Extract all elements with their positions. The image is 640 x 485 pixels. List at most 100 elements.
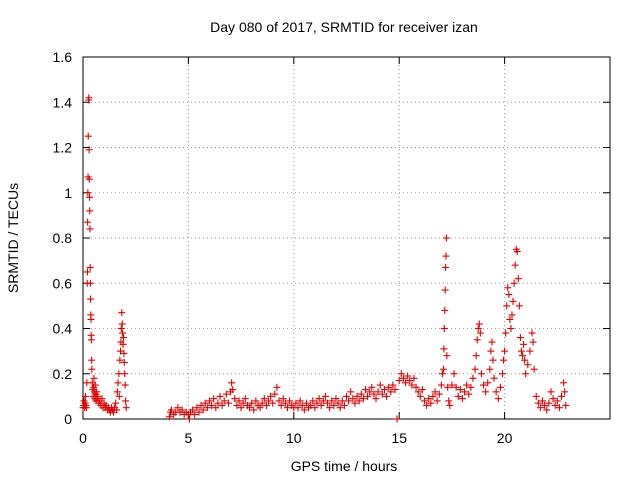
data-point xyxy=(389,381,397,389)
data-point xyxy=(83,268,91,276)
data-point xyxy=(273,383,281,391)
data-point xyxy=(336,404,344,412)
data-point xyxy=(88,365,96,373)
data-point xyxy=(195,408,203,416)
data-point xyxy=(214,399,222,407)
data-point xyxy=(300,406,308,414)
data-point xyxy=(522,370,530,378)
data-point xyxy=(122,397,130,405)
data-point xyxy=(486,365,494,373)
data-points-layer xyxy=(79,94,570,423)
data-point xyxy=(519,352,527,360)
data-point xyxy=(201,399,209,407)
x-tick-label: 20 xyxy=(497,430,513,446)
data-point xyxy=(281,399,289,407)
data-point xyxy=(185,415,193,423)
x-tick-label: 10 xyxy=(286,430,302,446)
data-point xyxy=(87,336,95,344)
data-point xyxy=(536,404,544,412)
chart-title: Day 080 of 2017, SRMTID for receiver iza… xyxy=(210,19,478,35)
data-point xyxy=(458,395,466,403)
data-point xyxy=(555,404,563,412)
data-point xyxy=(94,392,102,400)
data-point xyxy=(416,392,424,400)
data-point xyxy=(366,388,374,396)
data-point xyxy=(412,383,420,391)
data-point xyxy=(473,336,481,344)
data-point xyxy=(218,401,226,409)
data-point xyxy=(506,315,514,323)
data-point xyxy=(229,386,237,394)
data-point xyxy=(338,397,346,405)
data-point xyxy=(119,334,127,342)
data-point xyxy=(91,381,99,389)
data-point xyxy=(296,397,304,405)
data-point xyxy=(441,286,449,294)
data-point xyxy=(504,284,512,292)
data-point xyxy=(271,390,279,398)
data-point xyxy=(442,252,450,260)
data-point xyxy=(193,404,201,412)
data-point xyxy=(509,297,517,305)
data-point xyxy=(488,338,496,346)
data-point xyxy=(88,356,96,364)
data-point xyxy=(115,370,123,378)
data-point xyxy=(474,325,482,332)
data-point xyxy=(115,392,123,400)
data-point xyxy=(510,279,518,287)
data-point xyxy=(528,329,536,337)
data-point xyxy=(368,383,376,391)
data-point xyxy=(258,399,266,407)
data-point xyxy=(476,329,484,337)
data-point xyxy=(118,320,126,328)
data-point xyxy=(425,395,433,403)
data-point xyxy=(498,370,506,378)
data-point xyxy=(326,404,334,412)
y-tick-label: 1 xyxy=(64,185,72,201)
data-point xyxy=(503,302,511,310)
data-point xyxy=(241,395,249,403)
data-point xyxy=(441,306,449,314)
data-point xyxy=(517,347,525,355)
data-point xyxy=(250,406,258,414)
data-point xyxy=(461,388,469,396)
x-tick-label: 15 xyxy=(391,430,407,446)
data-point xyxy=(364,392,372,400)
data-point xyxy=(534,399,542,407)
data-point xyxy=(279,395,287,403)
axes-layer: 0 0.2 0.4 0.6 0.8 1 1.2 1.4 1.6 0 5 10 15 20 xyxy=(53,49,611,446)
data-point xyxy=(113,388,121,396)
data-point xyxy=(501,347,509,355)
data-point xyxy=(402,379,410,387)
data-point xyxy=(446,401,454,409)
y-tick-label: 1.4 xyxy=(53,94,73,110)
data-point xyxy=(489,356,497,364)
data-point xyxy=(380,386,388,394)
data-point xyxy=(168,406,176,414)
data-point xyxy=(511,261,519,269)
data-point xyxy=(332,395,340,403)
data-point xyxy=(233,401,241,409)
data-point xyxy=(515,302,523,310)
data-point xyxy=(210,395,218,403)
data-point xyxy=(456,386,464,394)
data-point xyxy=(414,388,422,396)
data-point xyxy=(120,349,128,357)
grid-layer xyxy=(83,57,610,419)
data-point xyxy=(224,399,232,407)
data-point xyxy=(178,406,186,414)
data-point xyxy=(237,404,245,412)
data-point xyxy=(516,334,524,342)
data-point xyxy=(513,248,521,256)
data-point xyxy=(374,388,382,396)
y-tick-label: 0.8 xyxy=(53,230,73,246)
data-point xyxy=(345,397,353,405)
y-tick-label: 0.4 xyxy=(53,321,73,337)
data-point xyxy=(355,397,363,405)
data-point xyxy=(309,397,317,405)
data-point xyxy=(471,365,479,373)
data-point xyxy=(260,395,268,403)
data-point xyxy=(199,406,207,414)
